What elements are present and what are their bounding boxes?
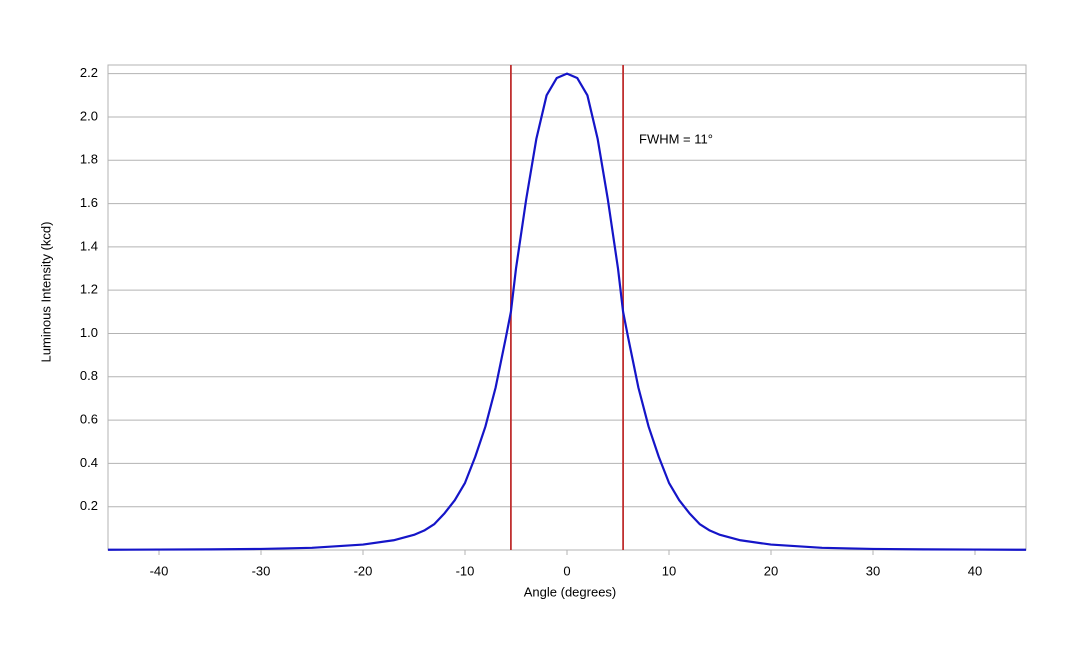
y-tick-label: 1.8	[80, 152, 98, 167]
x-tick-label: -20	[354, 563, 373, 578]
y-tick-label: 1.4	[80, 238, 98, 253]
x-axis-label: Angle (degrees)	[524, 584, 617, 599]
x-tick-label: -40	[150, 563, 169, 578]
annotation: FWHM = 11°	[639, 131, 713, 146]
y-tick-label: 1.2	[80, 282, 98, 297]
x-tick-label: -10	[456, 563, 475, 578]
x-tick-label: 30	[866, 563, 880, 578]
x-tick-label: -30	[252, 563, 271, 578]
y-tick-label: 0.4	[80, 455, 98, 470]
y-tick-label: 0.8	[80, 368, 98, 383]
y-tick-label: 2.0	[80, 108, 98, 123]
x-tick-label: 10	[662, 563, 676, 578]
x-tick-label: 20	[764, 563, 778, 578]
y-tick-label: 0.6	[80, 412, 98, 427]
x-tick-label: 40	[968, 563, 982, 578]
y-axis-label: Luminous Intensity (kcd)	[38, 222, 53, 363]
plot-frame	[107, 64, 1027, 551]
x-tick-label: 0	[563, 563, 570, 578]
y-tick-label: 0.2	[80, 498, 98, 513]
data-line	[107, 72, 1027, 551]
y-tick-label: 1.0	[80, 325, 98, 340]
y-tick-label: 1.6	[80, 195, 98, 210]
y-tick-label: 2.2	[80, 65, 98, 80]
